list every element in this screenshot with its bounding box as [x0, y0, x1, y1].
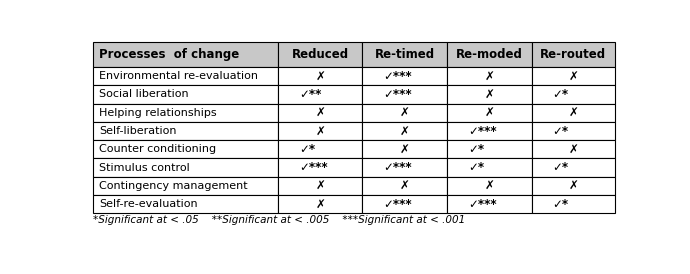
- Bar: [362, 122, 447, 140]
- Bar: [278, 104, 362, 122]
- Text: ✓***: ✓***: [384, 198, 412, 211]
- Bar: [92, 158, 278, 177]
- Bar: [362, 140, 447, 158]
- Bar: [447, 122, 531, 140]
- Bar: [531, 195, 615, 213]
- Bar: [278, 195, 362, 213]
- Text: ✓**: ✓**: [299, 88, 322, 101]
- Text: Re-routed: Re-routed: [540, 48, 606, 61]
- Text: Self-liberation: Self-liberation: [99, 126, 177, 136]
- Text: ✓***: ✓***: [384, 88, 412, 101]
- Text: ✗: ✗: [568, 179, 578, 192]
- Text: ✓*: ✓*: [552, 161, 569, 174]
- Bar: [531, 158, 615, 177]
- Bar: [362, 85, 447, 104]
- Text: ✓***: ✓***: [469, 124, 497, 138]
- Bar: [278, 67, 362, 85]
- Text: ✗: ✗: [315, 198, 325, 211]
- Bar: [447, 42, 531, 67]
- Text: ✓*: ✓*: [552, 88, 569, 101]
- Text: Helping relationships: Helping relationships: [99, 108, 217, 118]
- Bar: [362, 67, 447, 85]
- Text: ✗: ✗: [315, 124, 325, 138]
- Bar: [362, 177, 447, 195]
- Text: ✗: ✗: [400, 106, 410, 119]
- Bar: [531, 85, 615, 104]
- Text: Counter conditioning: Counter conditioning: [99, 144, 216, 154]
- Text: Re-moded: Re-moded: [456, 48, 523, 61]
- Bar: [531, 140, 615, 158]
- Text: Contingency management: Contingency management: [99, 181, 248, 191]
- Bar: [531, 67, 615, 85]
- Bar: [278, 85, 362, 104]
- Text: Processes  of change: Processes of change: [99, 48, 239, 61]
- Text: ✗: ✗: [484, 88, 494, 101]
- Text: Re-timed: Re-timed: [375, 48, 435, 61]
- Bar: [447, 158, 531, 177]
- Bar: [92, 195, 278, 213]
- Bar: [362, 104, 447, 122]
- Text: ✗: ✗: [484, 106, 494, 119]
- Text: ✗: ✗: [568, 143, 578, 156]
- Bar: [92, 140, 278, 158]
- Bar: [531, 42, 615, 67]
- Bar: [362, 195, 447, 213]
- Text: ✗: ✗: [400, 124, 410, 138]
- Bar: [531, 122, 615, 140]
- Bar: [447, 67, 531, 85]
- Text: Stimulus control: Stimulus control: [99, 162, 190, 173]
- Bar: [92, 122, 278, 140]
- Text: ✗: ✗: [484, 179, 494, 192]
- Bar: [447, 85, 531, 104]
- Text: ✗: ✗: [400, 179, 410, 192]
- Bar: [531, 177, 615, 195]
- Text: ✓*: ✓*: [469, 161, 484, 174]
- Bar: [92, 85, 278, 104]
- Bar: [447, 195, 531, 213]
- Text: *Significant at < .05    **Significant at < .005    ***Significant at < .001: *Significant at < .05 **Significant at <…: [92, 215, 465, 226]
- Text: ✗: ✗: [484, 70, 494, 83]
- Bar: [531, 104, 615, 122]
- Text: ✓***: ✓***: [384, 161, 412, 174]
- Text: Self-re-evaluation: Self-re-evaluation: [99, 199, 198, 209]
- Text: ✓***: ✓***: [469, 198, 497, 211]
- Bar: [278, 158, 362, 177]
- Text: ✓*: ✓*: [299, 143, 315, 156]
- Bar: [447, 104, 531, 122]
- Bar: [447, 177, 531, 195]
- Bar: [278, 122, 362, 140]
- Bar: [92, 104, 278, 122]
- Text: ✓***: ✓***: [384, 70, 412, 83]
- Text: Social liberation: Social liberation: [99, 90, 188, 99]
- Text: ✓***: ✓***: [299, 161, 328, 174]
- Text: ✓*: ✓*: [552, 198, 569, 211]
- Text: ✓*: ✓*: [552, 124, 569, 138]
- Text: ✗: ✗: [400, 143, 410, 156]
- Bar: [92, 177, 278, 195]
- Text: ✓*: ✓*: [469, 143, 484, 156]
- Bar: [278, 42, 362, 67]
- Bar: [278, 140, 362, 158]
- Bar: [447, 140, 531, 158]
- Bar: [362, 42, 447, 67]
- Bar: [278, 177, 362, 195]
- Bar: [362, 158, 447, 177]
- Bar: [92, 42, 278, 67]
- Text: Reduced: Reduced: [292, 48, 348, 61]
- Text: ✗: ✗: [315, 106, 325, 119]
- Bar: [92, 67, 278, 85]
- Text: ✗: ✗: [568, 70, 578, 83]
- Text: ✗: ✗: [568, 106, 578, 119]
- Text: Environmental re-evaluation: Environmental re-evaluation: [99, 71, 258, 81]
- Text: ✗: ✗: [315, 70, 325, 83]
- Text: ✗: ✗: [315, 179, 325, 192]
